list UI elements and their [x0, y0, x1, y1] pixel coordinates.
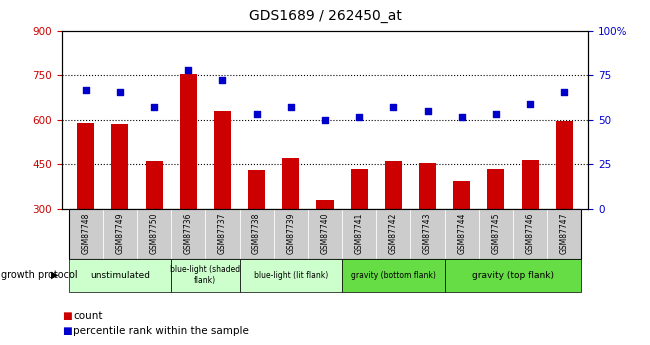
Point [149, 104, 159, 109]
Bar [146, 161, 162, 209]
Bar [205, 209, 240, 259]
Text: ■: ■ [62, 311, 72, 321]
Text: gravity (top flank): gravity (top flank) [472, 270, 554, 280]
Point [252, 111, 262, 117]
Bar [77, 123, 94, 209]
Bar [445, 209, 479, 259]
Point [320, 117, 330, 122]
Text: blue-light (lit flank): blue-light (lit flank) [254, 270, 328, 280]
Text: gravity (bottom flank): gravity (bottom flank) [351, 270, 436, 280]
Point [81, 88, 91, 93]
Bar [171, 259, 240, 292]
Bar [556, 121, 573, 209]
Bar [376, 209, 410, 259]
Text: GSM87750: GSM87750 [150, 213, 159, 254]
Point [285, 104, 296, 109]
Bar [521, 160, 539, 209]
Text: GSM87745: GSM87745 [491, 213, 500, 254]
Text: GSM87749: GSM87749 [115, 213, 124, 254]
Bar [513, 209, 547, 259]
Bar [317, 200, 333, 209]
Text: GSM87743: GSM87743 [423, 213, 432, 254]
Text: GSM87738: GSM87738 [252, 213, 261, 254]
Bar [547, 209, 581, 259]
Point [114, 89, 125, 95]
Text: GSM87737: GSM87737 [218, 213, 227, 254]
Bar [274, 209, 308, 259]
Bar [385, 161, 402, 209]
Point [559, 89, 569, 95]
Text: GSM87736: GSM87736 [184, 213, 193, 254]
Bar [479, 209, 513, 259]
Bar [308, 209, 342, 259]
Text: GSM87746: GSM87746 [526, 213, 535, 254]
Bar [69, 259, 171, 292]
Bar [240, 259, 342, 292]
Bar [171, 209, 205, 259]
Bar [240, 209, 274, 259]
Text: GSM87740: GSM87740 [320, 213, 330, 254]
Bar [248, 170, 265, 209]
Text: ▶: ▶ [51, 270, 58, 280]
Text: GSM87744: GSM87744 [457, 213, 466, 254]
Bar [342, 209, 376, 259]
Bar [445, 259, 581, 292]
Bar [111, 124, 129, 209]
Point [354, 114, 365, 120]
Text: ■: ■ [62, 326, 72, 336]
Point [491, 111, 501, 117]
Bar [488, 169, 504, 209]
Bar [69, 209, 103, 259]
Point [422, 108, 433, 114]
Point [388, 104, 398, 109]
Point [525, 101, 536, 106]
Text: GSM87741: GSM87741 [355, 213, 364, 254]
Text: GDS1689 / 262450_at: GDS1689 / 262450_at [248, 9, 402, 23]
Bar [214, 111, 231, 209]
Text: growth protocol: growth protocol [1, 270, 78, 280]
Bar [410, 209, 445, 259]
Bar [282, 158, 300, 209]
Text: GSM87747: GSM87747 [560, 213, 569, 254]
Text: blue-light (shaded
flank): blue-light (shaded flank) [170, 265, 240, 285]
Bar [342, 259, 445, 292]
Bar [179, 74, 197, 209]
Point [456, 114, 467, 120]
Text: percentile rank within the sample: percentile rank within the sample [73, 326, 250, 336]
Point [183, 67, 194, 72]
Text: GSM87739: GSM87739 [286, 213, 295, 254]
Bar [137, 209, 171, 259]
Bar [453, 180, 471, 209]
Bar [419, 163, 436, 209]
Point [217, 77, 228, 83]
Text: unstimulated: unstimulated [90, 270, 150, 280]
Bar [350, 169, 368, 209]
Text: count: count [73, 311, 103, 321]
Bar [103, 209, 137, 259]
Text: GSM87748: GSM87748 [81, 213, 90, 254]
Text: GSM87742: GSM87742 [389, 213, 398, 254]
